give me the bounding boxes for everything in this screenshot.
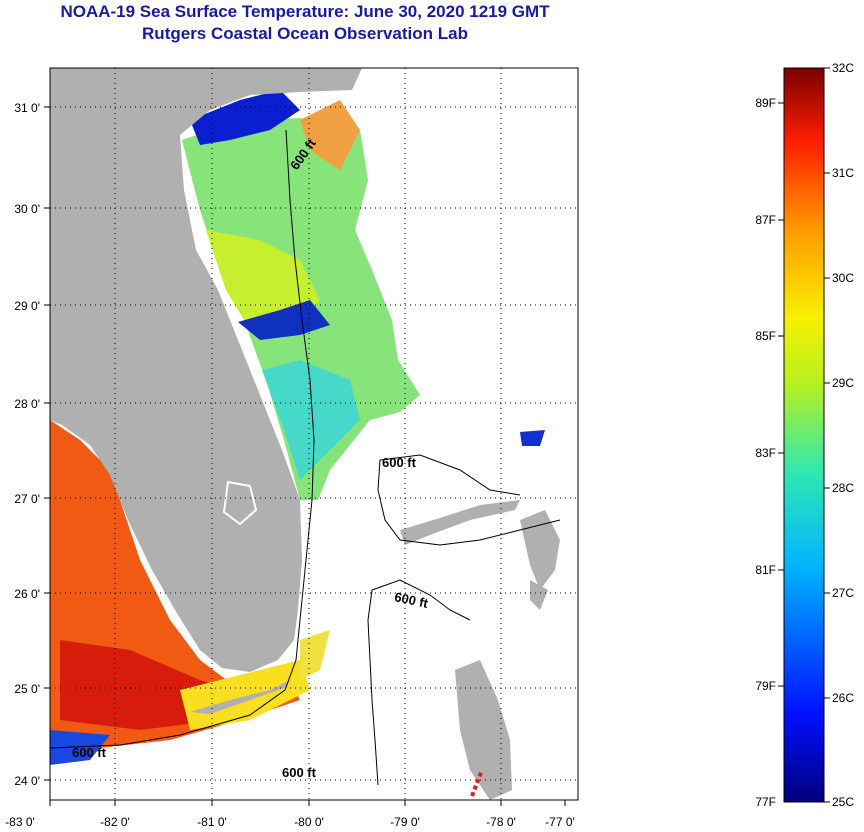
colorbar-fahrenheit-label: 83F <box>755 446 776 460</box>
sst-patch-ne-orange <box>300 100 360 170</box>
colorbar-celsius-label: 27C <box>832 586 854 600</box>
lat-label: 28 0' <box>14 397 40 411</box>
florida-landmass <box>50 68 362 672</box>
lat-label: 25 0' <box>14 682 40 696</box>
colorbar-celsius-label: 30C <box>832 271 854 285</box>
lat-label: 26 0' <box>14 587 40 601</box>
colorbar-celsius-label: 25C <box>832 795 854 809</box>
land-layer <box>50 68 560 800</box>
sst-patch-atlantic-cyan <box>262 360 360 480</box>
lat-label: 29 0' <box>14 299 40 313</box>
lon-label: -81 0' <box>197 815 227 829</box>
sst-patch-atlantic-yellow <box>206 230 320 330</box>
colorbar-fahrenheit-label: 89F <box>755 96 776 110</box>
andros <box>455 660 512 800</box>
isobath-east-florida <box>50 129 315 749</box>
colorbar-ticks <box>778 67 830 803</box>
sst-patch-south-yellow <box>300 630 330 680</box>
colorbar-fahrenheit-label: 87F <box>755 213 776 227</box>
lon-label: -78 0' <box>486 815 516 829</box>
eleuthera-fragment <box>530 580 548 610</box>
lon-label: -80 0' <box>294 815 324 829</box>
contour-label-2: 600 ft <box>382 455 417 470</box>
lat-label: 30 0' <box>14 202 40 216</box>
colorbar-celsius-label: 29C <box>832 376 854 390</box>
colorbar-fahrenheit-label: 85F <box>755 329 776 343</box>
colorbar-celsius-label: 28C <box>832 481 854 495</box>
axis-ticks <box>44 106 566 806</box>
isobath-bahamas-north <box>377 459 561 546</box>
contour-label-5: 600 ft <box>282 765 317 780</box>
graticule <box>50 68 578 800</box>
isobath-bahamas-south-top <box>371 579 471 621</box>
colorbar-fahrenheit-label: 79F <box>755 679 776 693</box>
lat-label: 24 0' <box>14 774 40 788</box>
contour-label-3: 600 ft <box>393 589 430 611</box>
lon-label: -77 0' <box>545 815 575 829</box>
map-subtitle: Rutgers Coastal Ocean Observation Lab <box>142 24 468 43</box>
lon-label: -83 0' <box>5 815 35 829</box>
colorbar-celsius-label: 31C <box>832 166 854 180</box>
colorbar <box>783 67 825 803</box>
grand-bahama <box>400 500 520 545</box>
isobath-bahamas-north-top <box>379 454 521 496</box>
colorbar-celsius-label: 26C <box>832 691 854 705</box>
sst-patch-ne-blue <box>520 430 545 446</box>
colorbar-fahrenheit-label: 81F <box>755 563 776 577</box>
isobath-bahamas-south <box>367 589 379 786</box>
sst-patch-sw-blue <box>50 730 110 765</box>
map-border <box>49 67 579 801</box>
lat-label: 31 0' <box>14 101 40 115</box>
colorbar-fahrenheit-label: 77F <box>755 795 776 809</box>
lake-okeechobee-outline <box>222 480 258 526</box>
isobath-lines <box>50 129 561 786</box>
florida-keys <box>190 680 290 714</box>
map-title: NOAA-19 Sea Surface Temperature: June 30… <box>60 2 550 21</box>
lon-label: -82 0' <box>100 815 130 829</box>
contour-label-4: 600 ft <box>72 745 107 760</box>
lat-label: 27 0' <box>14 492 40 506</box>
buoy-marker <box>470 769 484 797</box>
sst-patch-blue-streak <box>238 300 330 340</box>
lon-label: -79 0' <box>390 815 420 829</box>
sst-patch-north-blue <box>190 90 300 145</box>
abaco <box>520 510 560 590</box>
colorbar-celsius-label: 32C <box>832 61 854 75</box>
